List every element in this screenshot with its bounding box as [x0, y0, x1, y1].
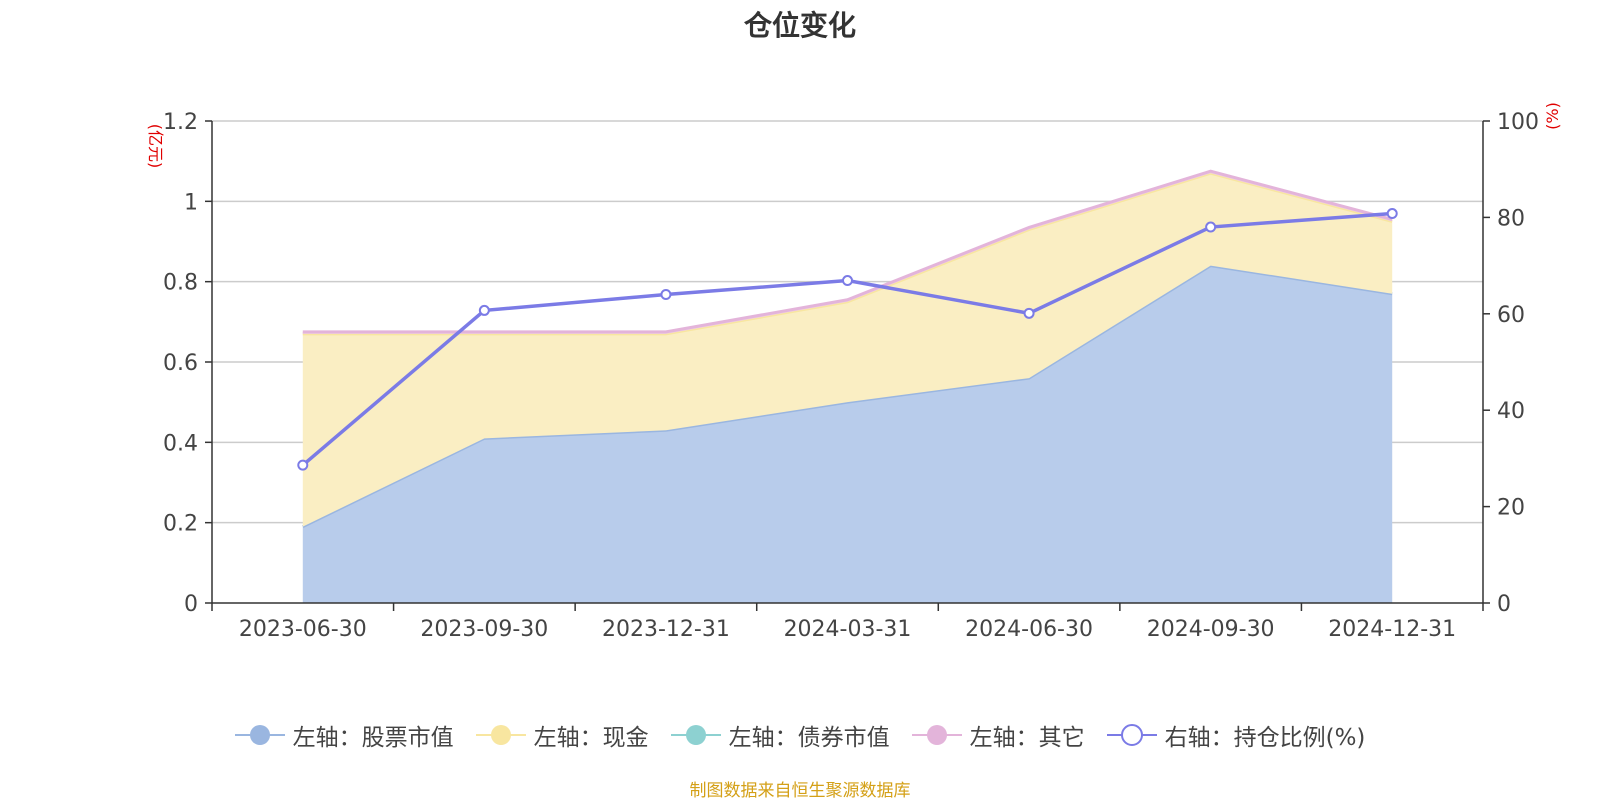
data-source-note: 制图数据来自恒生聚源数据库 — [689, 781, 911, 801]
left-axis-tick-label: 0.4 — [163, 431, 198, 456]
legend-item[interactable]: 左轴：股票市值 — [234, 718, 454, 752]
legend-item[interactable]: 左轴：现金 — [475, 718, 649, 752]
x-axis-tick-label: 2023-06-30 — [239, 617, 367, 642]
area-line-左轴：其它 — [302, 169, 1393, 334]
legend-symbol-icon — [911, 725, 962, 745]
line-point — [660, 289, 672, 301]
area-左轴：其它 — [302, 171, 1393, 334]
line-point — [842, 275, 853, 287]
right-axis-unit-label: (%) — [1543, 102, 1562, 130]
left-axis-tick-label: 0.2 — [163, 512, 198, 537]
line-point — [1205, 221, 1217, 233]
area-左轴：股票市值 — [302, 265, 1393, 603]
legend-symbol-icon — [1106, 724, 1157, 746]
left-axis-tick-label: 0.8 — [163, 271, 198, 296]
x-axis-tick-label: 2024-09-30 — [1147, 617, 1275, 642]
area-左轴：现金 — [302, 173, 1393, 527]
legend-label: 右轴：持仓比例(%) — [1164, 725, 1366, 751]
left-axis-tick-label: 1.2 — [163, 110, 198, 135]
x-axis-tick-label: 2023-12-31 — [602, 617, 730, 642]
legend-label: 左轴：现金 — [533, 725, 649, 751]
legend-item[interactable]: 左轴：其它 — [911, 718, 1085, 752]
chart-title: 仓位变化 — [743, 9, 856, 42]
legend-label: 左轴：股票市值 — [292, 725, 454, 751]
x-axis-tick-label: 2024-12-31 — [1328, 617, 1456, 642]
right-axis-tick-label: 60 — [1497, 303, 1525, 328]
left-axis-tick-label: 0 — [184, 592, 198, 617]
chart-legend: 左轴：股票市值 左轴：现金 左轴：债券市值 左轴：其它 右轴：持仓比例(%) — [0, 718, 1600, 752]
line-point — [1023, 307, 1035, 319]
left-axis-tick-label: 0.6 — [163, 351, 198, 376]
legend-item[interactable]: 右轴：持仓比例(%) — [1106, 718, 1366, 752]
line-point — [1386, 208, 1398, 220]
x-axis-tick-label: 2024-06-30 — [965, 617, 1093, 642]
legend-symbol-icon — [475, 725, 526, 745]
line-point — [478, 304, 490, 316]
right-axis-tick-label: 100 — [1497, 110, 1539, 135]
legend-label: 左轴：其它 — [969, 725, 1085, 751]
legend-symbol-icon — [670, 725, 721, 745]
left-axis-tick-label: 1 — [184, 190, 198, 215]
legend-symbol-icon — [234, 725, 285, 745]
right-axis-tick-label: 20 — [1497, 496, 1525, 521]
right-axis-tick-label: 80 — [1497, 206, 1525, 231]
right-axis-tick-label: 40 — [1497, 399, 1525, 424]
right-axis-tick-label: 0 — [1497, 592, 1511, 617]
x-axis-tick-label: 2024-03-31 — [784, 617, 912, 642]
x-axis-tick-label: 2023-09-30 — [420, 617, 548, 642]
left-axis-unit-label: (亿元) — [146, 124, 165, 169]
legend-item[interactable]: 左轴：债券市值 — [670, 718, 890, 752]
legend-label: 左轴：债券市值 — [728, 725, 890, 751]
line-point — [297, 459, 309, 471]
